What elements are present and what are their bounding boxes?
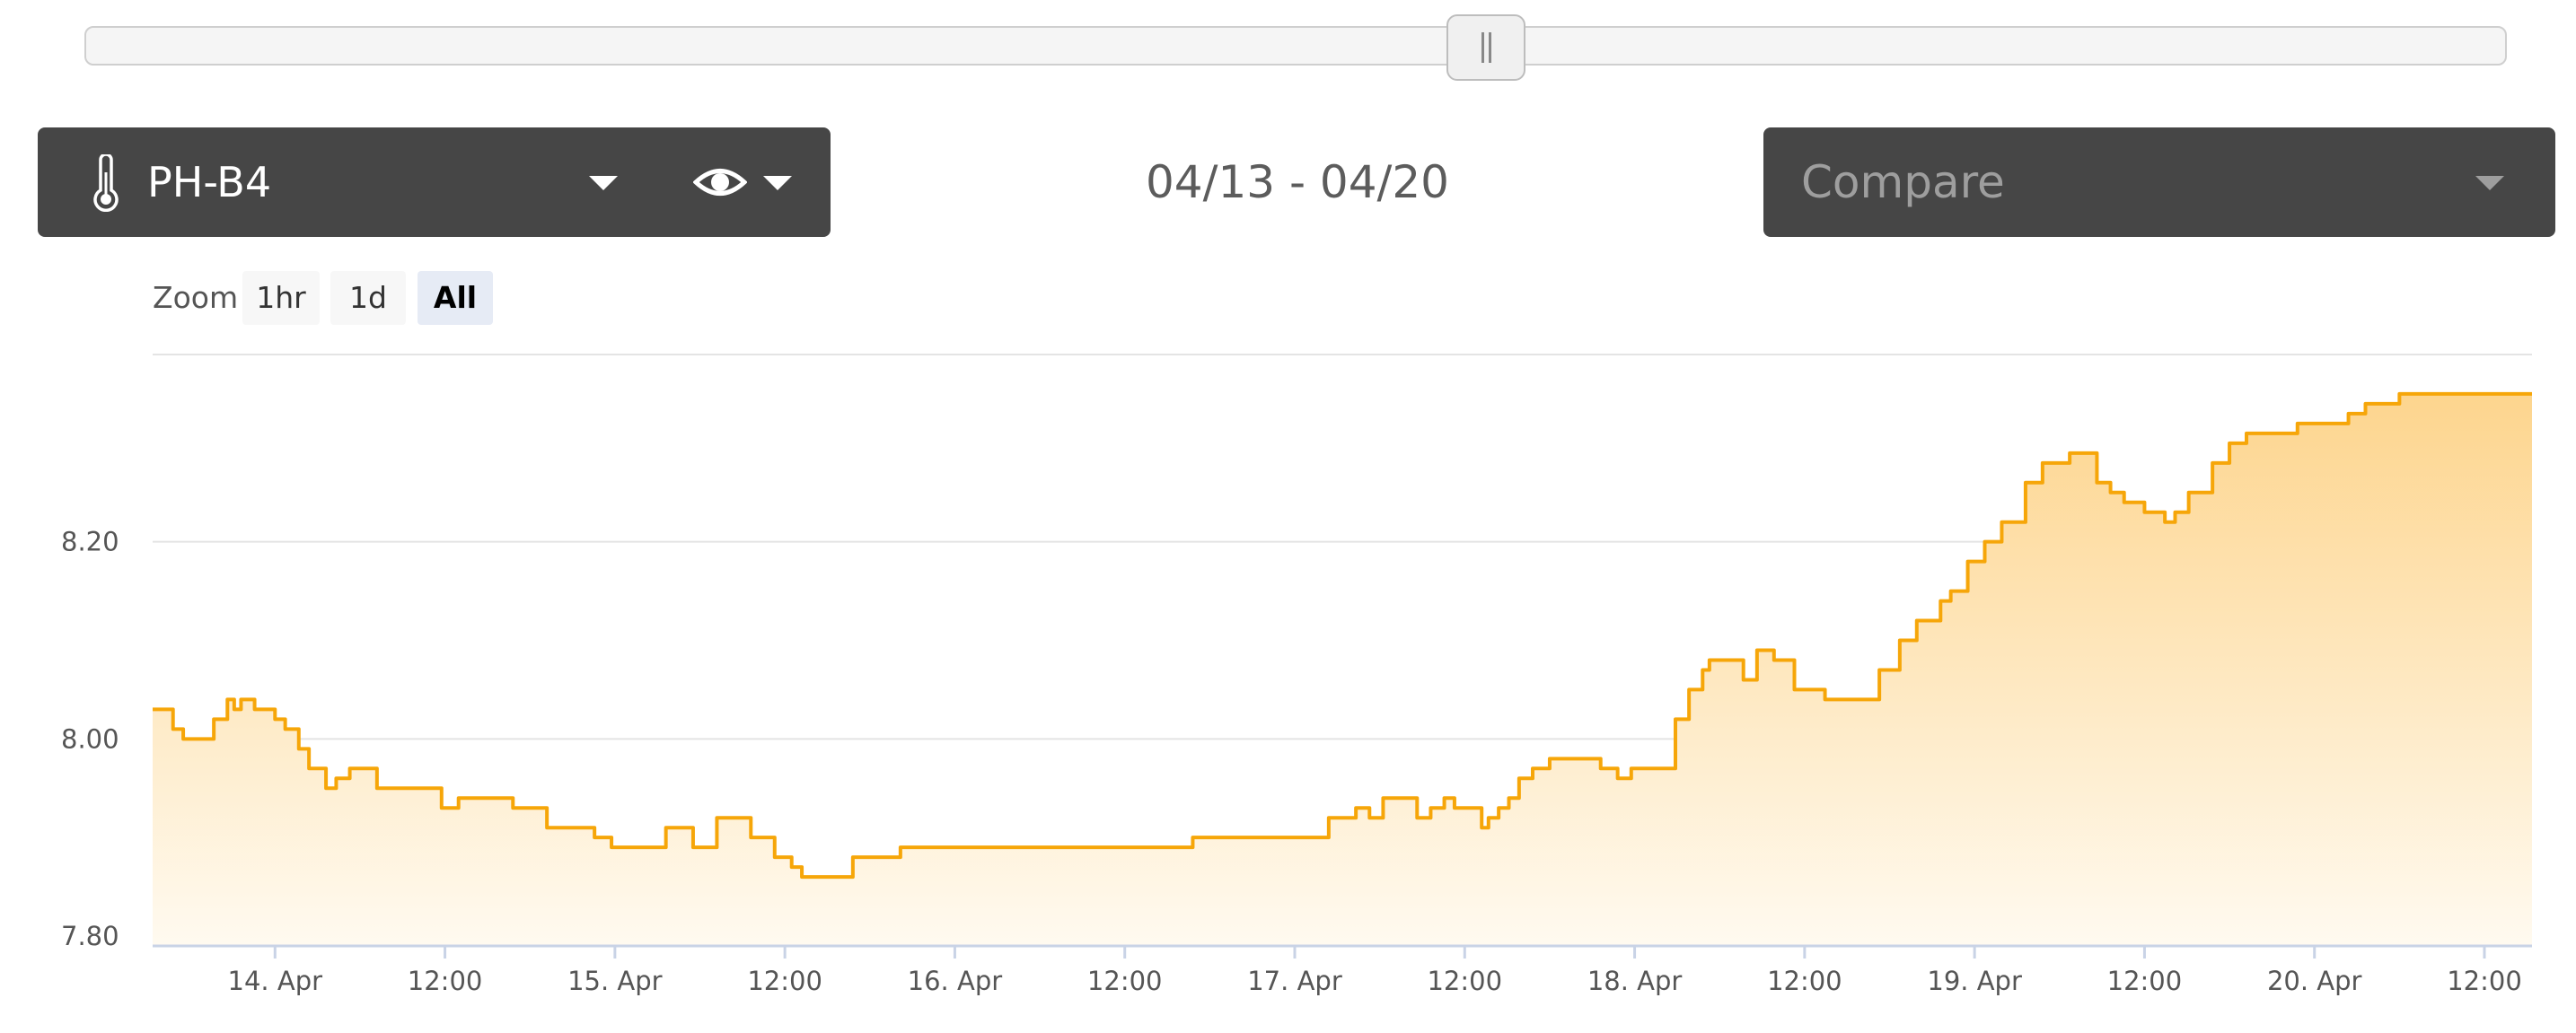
x-tick-label: 18. Apr	[1587, 966, 1683, 996]
sensor-name: PH-B4	[147, 158, 272, 206]
range-slider-track[interactable]	[84, 26, 2507, 66]
zoom-label: Zoom	[153, 280, 239, 315]
range-slider-handle[interactable]	[1446, 14, 1525, 81]
sensor-selector[interactable]: PH-B4	[38, 127, 831, 237]
grip-icon	[1481, 32, 1491, 63]
y-tick-label: 7.80	[61, 921, 119, 951]
x-tick-label: 12:00	[1427, 966, 1502, 996]
compare-placeholder: Compare	[1801, 156, 2005, 208]
chevron-down-icon[interactable]	[763, 176, 792, 190]
x-tick-label: 12:00	[747, 966, 822, 996]
x-tick-label: 12:00	[1087, 966, 1163, 996]
x-tick-label: 14. Apr	[228, 966, 323, 996]
chevron-down-icon[interactable]	[589, 176, 618, 190]
zoom-1hr-button[interactable]: 1hr	[242, 271, 320, 325]
y-tick-label: 8.20	[61, 527, 119, 557]
series-area	[153, 393, 2532, 946]
date-range-label: 04/13 - 04/20	[1145, 156, 1449, 208]
y-tick-label: 8.00	[61, 723, 119, 754]
thermometer-icon	[93, 154, 119, 212]
chevron-down-icon[interactable]	[2475, 176, 2504, 190]
eye-icon[interactable]	[693, 158, 747, 206]
x-tick-label: 12:00	[2447, 966, 2522, 996]
zoom-all-button[interactable]: All	[418, 271, 493, 325]
x-tick-label: 15. Apr	[567, 966, 663, 996]
x-tick-label: 17. Apr	[1247, 966, 1342, 996]
x-tick-label: 12:00	[1767, 966, 1842, 996]
x-tick-label: 12:00	[408, 966, 483, 996]
x-tick-label: 12:00	[2107, 966, 2183, 996]
x-tick-label: 16. Apr	[908, 966, 1003, 996]
series-line	[153, 391, 2532, 880]
compare-dropdown[interactable]: Compare	[1763, 127, 2555, 237]
x-tick-label: 19. Apr	[1927, 966, 2022, 996]
zoom-1d-button[interactable]: 1d	[330, 271, 406, 325]
x-tick-label: 20. Apr	[2267, 966, 2362, 996]
